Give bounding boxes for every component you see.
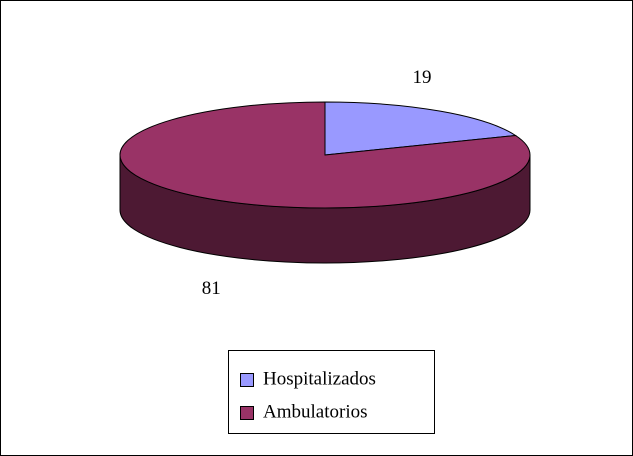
legend-label: Hospitalizados [263, 368, 376, 389]
legend-box [228, 350, 435, 434]
data-label: 19 [412, 67, 431, 88]
legend-swatch [240, 406, 254, 420]
slice [324, 101, 518, 156]
legend-label: Ambulatorios [263, 401, 368, 422]
data-label: 81 [202, 278, 221, 299]
legend-swatch [240, 373, 254, 387]
slice [119, 101, 531, 209]
